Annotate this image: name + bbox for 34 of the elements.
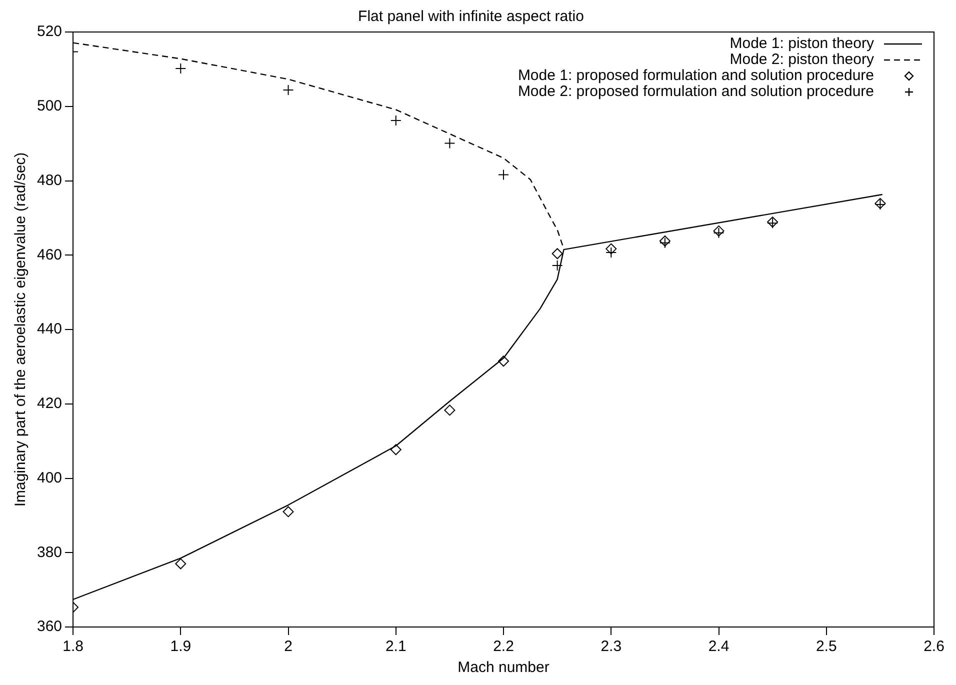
y-tick-label: 360 (36, 618, 62, 636)
x-tick-label: 2.3 (600, 638, 622, 656)
y-tick-label: 480 (36, 172, 62, 189)
legend-label: Mode 1: piston theory (730, 35, 874, 52)
y-tick-label: 380 (36, 544, 62, 561)
y-tick-label: 520 (36, 23, 62, 40)
x-tick-label: 2.5 (816, 638, 837, 656)
point (444, 138, 456, 149)
point (282, 506, 294, 518)
y-tick-label: 460 (36, 246, 62, 264)
point (606, 243, 617, 254)
x-axis-title: Mach number (458, 659, 550, 676)
x-tick-label: 2.2 (493, 638, 514, 656)
y-tick-label: 500 (36, 98, 62, 115)
legend-label: Mode 2: proposed formulation and solution procedure (518, 83, 874, 100)
y-tick-label: 400 (36, 469, 62, 486)
point (498, 169, 510, 180)
y-tick-label: 440 (36, 320, 62, 338)
x-tick-label: 2.4 (708, 638, 730, 656)
point (444, 404, 456, 416)
point (552, 248, 563, 260)
point (390, 444, 402, 456)
legend-label: Mode 1: proposed formulation and solution procedure (518, 67, 874, 84)
y-tick-label: 420 (36, 395, 62, 412)
x-tick-label: 2 (284, 638, 292, 656)
x-tick-label: 2.1 (385, 638, 406, 656)
x-tick-label: 2.6 (924, 638, 944, 656)
chart-title: Flat panel with infinite aspect ratio (358, 8, 584, 26)
y-axis-title: Imaginary part of the aeroelastic eigenvalue (rad/sec) (12, 152, 30, 507)
x-tick-label: 1.8 (62, 638, 84, 656)
legend-label: Mode 2: piston theory (730, 51, 874, 68)
x-tick-label: 1.9 (170, 638, 192, 656)
point (175, 558, 186, 570)
point (498, 356, 510, 367)
